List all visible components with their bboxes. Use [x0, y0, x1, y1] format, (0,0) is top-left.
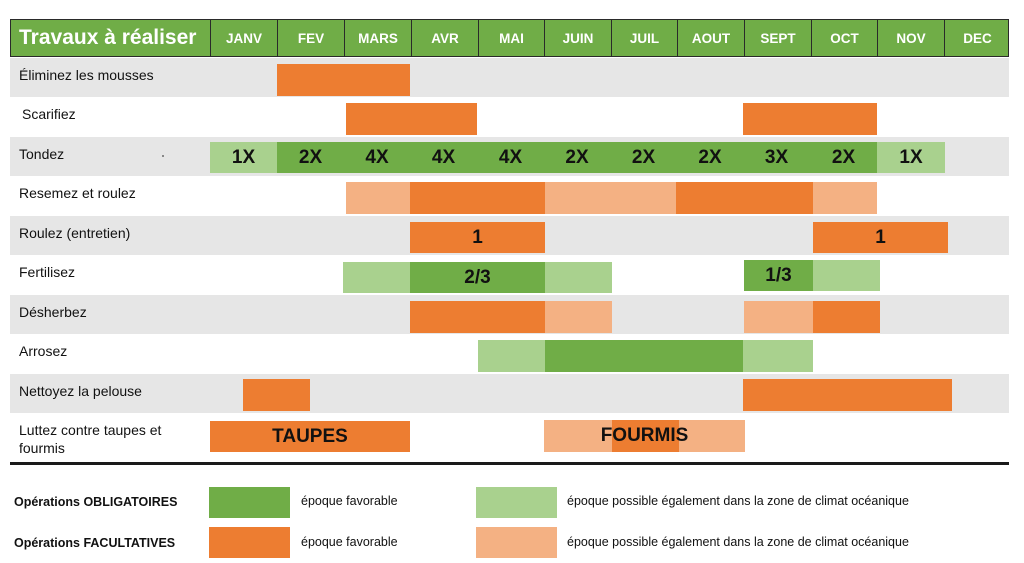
bar-optional-possible [545, 182, 676, 214]
bar-obligatory-favorable: 4X [477, 142, 544, 173]
bar-optional-possible [346, 182, 410, 214]
task-label: Scarifiez [22, 106, 76, 122]
bar-obligatory-favorable: 4X [410, 142, 477, 173]
month-header-juin: JUIN [544, 20, 611, 56]
table-title: Travaux à réaliser [19, 26, 197, 49]
bar-optional-favorable [346, 103, 477, 135]
bar-fourmis-label: FOURMIS [600, 425, 689, 446]
bar-obligatory-favorable: 2X [277, 142, 344, 173]
bar-obligatory-favorable: 2X [610, 142, 677, 173]
bar-optional-possible [545, 301, 612, 333]
month-header-oct: OCT [811, 20, 877, 56]
legend-swatch-optional-favorable [209, 527, 290, 558]
month-header-aout: AOUT [677, 20, 744, 56]
task-label: Arrosez [19, 343, 68, 359]
bar-optional-favorable [743, 103, 877, 135]
divider [10, 462, 1009, 465]
table-row: Éliminez les mousses [10, 58, 1009, 97]
bar-taupes: TAUPES [210, 421, 410, 452]
bar-optional-favorable [410, 182, 545, 214]
month-header-avr: AVR [411, 20, 478, 56]
bar-optional-possible [744, 301, 813, 333]
legend-swatch-optional-possible [476, 527, 557, 558]
stray-dot [162, 155, 164, 157]
bar-optional-favorable [813, 301, 880, 333]
task-label-line-1: Luttez contre taupes et [19, 422, 162, 438]
task-label: Désherbez [19, 304, 87, 320]
bar-obligatory-favorable [545, 340, 743, 372]
bar-optional-favorable [410, 301, 545, 333]
bar-optional-favorable [277, 64, 410, 96]
bar-obligatory-favorable: 2X [810, 142, 877, 173]
task-label: Roulez (entretien) [19, 225, 131, 241]
bar-optional-favorable [243, 379, 310, 411]
legend-swatch-obligatory-favorable [209, 487, 290, 518]
bar-obligatory-favorable: 3X [743, 142, 810, 173]
task-label: Fertilisez [19, 264, 76, 280]
month-header-nov: NOV [877, 20, 944, 56]
bar-obligatory-possible [343, 262, 410, 293]
month-header-janv: JANV [210, 20, 277, 56]
task-label: Éliminez les mousses [19, 67, 154, 83]
legend-text: époque favorable [301, 535, 398, 549]
legend-text: époque possible également dans la zone d… [567, 494, 909, 508]
table-row: Luttez contre taupes et fourmis [10, 413, 1009, 461]
bar-obligatory-possible [813, 260, 880, 291]
bar-fourmis-favorable [612, 420, 679, 452]
task-label: Tondez [19, 146, 65, 162]
month-header-mai: MAI [478, 20, 544, 56]
bar-optional-favorable: 1 [410, 222, 545, 253]
bar-obligatory-favorable: 1/3 [744, 260, 813, 291]
bar-obligatory-possible [743, 340, 813, 372]
legend-optional-label: Opérations FACULTATIVES [14, 536, 176, 550]
bar-obligatory-favorable: 4X [344, 142, 410, 173]
bar-obligatory-possible [478, 340, 545, 372]
legend-text: époque favorable [301, 494, 398, 508]
bar-obligatory-possible: 1X [210, 142, 277, 173]
month-header-mars: MARS [344, 20, 411, 56]
bar-obligatory-possible: 1X [877, 142, 945, 173]
task-label: Luttez contre taupes et fourmis [19, 421, 161, 457]
legend-obligatory-label: Opérations OBLIGATOIRES [14, 495, 178, 509]
task-label: Nettoyez la pelouse [19, 383, 142, 399]
legend-swatch-obligatory-possible [476, 487, 557, 518]
task-label: Resemez et roulez [19, 185, 136, 201]
bar-obligatory-favorable: 2X [544, 142, 610, 173]
bar-optional-favorable [676, 182, 813, 214]
month-header-juil: JUIL [611, 20, 677, 56]
month-header-fev: FEV [277, 20, 344, 56]
bar-obligatory-favorable: 2X [677, 142, 743, 173]
bar-obligatory-favorable: 2/3 [410, 262, 545, 293]
legend-text: époque possible également dans la zone d… [567, 535, 909, 549]
month-header-dec: DEC [944, 20, 1010, 56]
table-header: Travaux à réaliser JANV FEV MARS AVR MAI… [10, 19, 1009, 57]
month-header-sept: SEPT [744, 20, 811, 56]
bar-obligatory-possible [545, 262, 612, 293]
bar-optional-possible [813, 182, 877, 214]
bar-optional-favorable: 1 [813, 222, 948, 253]
task-label-line-2: fourmis [19, 440, 65, 456]
bar-optional-favorable [743, 379, 952, 411]
